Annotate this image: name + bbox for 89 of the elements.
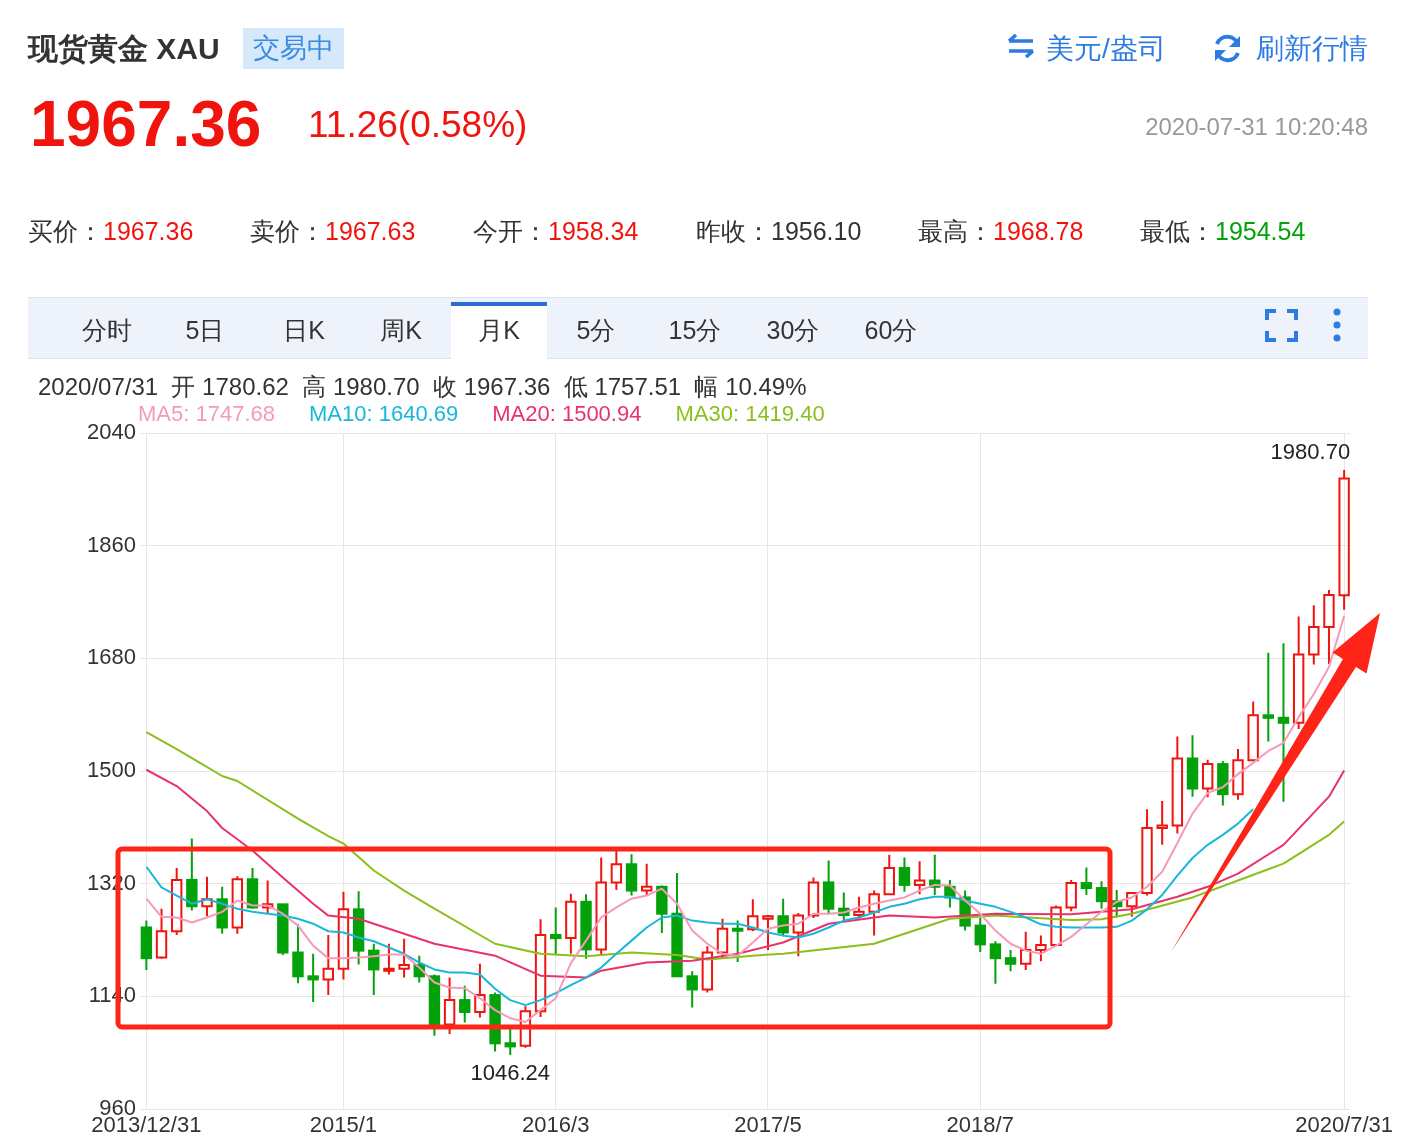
candlestick bbox=[307, 952, 319, 1003]
candlestick bbox=[292, 923, 304, 985]
candlestick bbox=[701, 945, 714, 994]
candlestick bbox=[1338, 469, 1350, 611]
candlestick bbox=[777, 897, 789, 938]
annotation: 1980.70 bbox=[1270, 439, 1351, 465]
candlestick bbox=[989, 940, 1002, 985]
text: 60分 bbox=[864, 316, 918, 344]
x-tick-label: 2017/5 bbox=[734, 1112, 802, 1138]
y-tick-label: 1860 bbox=[87, 531, 136, 557]
candlestick bbox=[383, 942, 395, 976]
candlestick bbox=[1020, 930, 1032, 972]
candlestick bbox=[201, 875, 213, 918]
candlestick bbox=[974, 917, 986, 953]
candlestick bbox=[1141, 808, 1153, 897]
candlestick bbox=[883, 853, 895, 896]
candlestick bbox=[747, 898, 759, 933]
candlestick bbox=[337, 890, 350, 981]
candlestick bbox=[170, 867, 183, 936]
text: 刷新行情 bbox=[1256, 33, 1368, 64]
candlestick bbox=[1277, 642, 1290, 803]
candlestick bbox=[504, 1027, 516, 1057]
text: MA30: 1419.40 bbox=[675, 401, 825, 426]
text: 月K bbox=[478, 316, 520, 344]
y-tick-label: 1680 bbox=[87, 644, 136, 670]
text: 2020/07/31 开 1780.62 高 1980.70 收 1967.36 低 1757.51 幅 10.49% bbox=[38, 373, 807, 400]
candlestick bbox=[868, 889, 880, 937]
candlestick bbox=[140, 919, 153, 972]
candlestick bbox=[898, 856, 911, 893]
text: 昨收：1956.10 bbox=[696, 217, 862, 245]
text: 最低：1954.54 bbox=[1140, 217, 1306, 245]
candlestick bbox=[1186, 734, 1199, 798]
text: MA5: 1747.68 bbox=[138, 401, 275, 426]
text: 最高：1968.78 bbox=[918, 217, 1084, 245]
y-tick-label: 1500 bbox=[87, 757, 136, 783]
candlestick bbox=[459, 984, 471, 1024]
x-tick-label: 2020/7/31 bbox=[1295, 1112, 1394, 1138]
chart-title: 现货黄金 XAU bbox=[28, 32, 220, 65]
candlestick bbox=[261, 879, 274, 915]
candlestick bbox=[155, 907, 168, 959]
text: 卖价：1967.63 bbox=[250, 217, 416, 245]
candlestick bbox=[913, 860, 926, 896]
candlestick bbox=[762, 915, 774, 952]
candlestick bbox=[186, 837, 198, 912]
candlestick bbox=[1323, 589, 1335, 665]
y-tick-label: 2040 bbox=[87, 419, 136, 445]
candlestick bbox=[595, 856, 607, 956]
candlestick bbox=[550, 906, 562, 957]
text: 11.26(0.58%) bbox=[308, 104, 528, 145]
candlestick bbox=[474, 962, 486, 1019]
chart-subtitle: 交易中 bbox=[243, 28, 344, 69]
candlestick bbox=[1171, 735, 1184, 835]
candlestick bbox=[1308, 604, 1320, 666]
text: 1967.36 bbox=[30, 88, 262, 160]
candlestick bbox=[565, 892, 577, 955]
text: 日K bbox=[283, 316, 325, 344]
candlestick bbox=[322, 933, 334, 997]
candlestick bbox=[731, 919, 744, 963]
candlestick bbox=[792, 912, 805, 958]
annotation: 1046.24 bbox=[470, 1060, 550, 1086]
x-tick-label: 2018/7 bbox=[946, 1112, 1014, 1138]
text: 周K bbox=[380, 316, 422, 344]
candlestick bbox=[443, 976, 456, 1035]
candlestick bbox=[640, 862, 653, 896]
candlestick bbox=[853, 895, 865, 920]
text: 买价： bbox=[28, 217, 103, 245]
text: 分时 bbox=[82, 316, 132, 344]
text: 1967.36 bbox=[103, 217, 194, 245]
text: 美元/盎司 bbox=[1046, 33, 1166, 64]
text: 今开：1958.34 bbox=[473, 217, 639, 245]
candlestick bbox=[686, 970, 698, 1009]
candlestick bbox=[534, 918, 547, 1018]
candlestick bbox=[1156, 800, 1168, 846]
text: 30分 bbox=[766, 316, 820, 344]
candlestick bbox=[1080, 866, 1093, 896]
text: MA10: 1640.69 bbox=[308, 401, 459, 426]
candlestick bbox=[1035, 934, 1047, 963]
text: 2020-07-31 10:20:48 bbox=[1145, 113, 1368, 140]
candlestick bbox=[822, 859, 835, 916]
candlestick bbox=[1262, 651, 1275, 743]
text: 5分 bbox=[576, 316, 616, 344]
text: MA20: 1500.94 bbox=[492, 401, 642, 426]
text: 5日 bbox=[185, 316, 225, 344]
text: 15分 bbox=[668, 316, 722, 344]
candlestick bbox=[1292, 615, 1305, 731]
candlestick bbox=[398, 937, 410, 979]
x-tick-label: 2015/1 bbox=[309, 1112, 378, 1138]
x-tick-label: 2016/3 bbox=[522, 1112, 590, 1138]
candlestick bbox=[1095, 880, 1108, 910]
